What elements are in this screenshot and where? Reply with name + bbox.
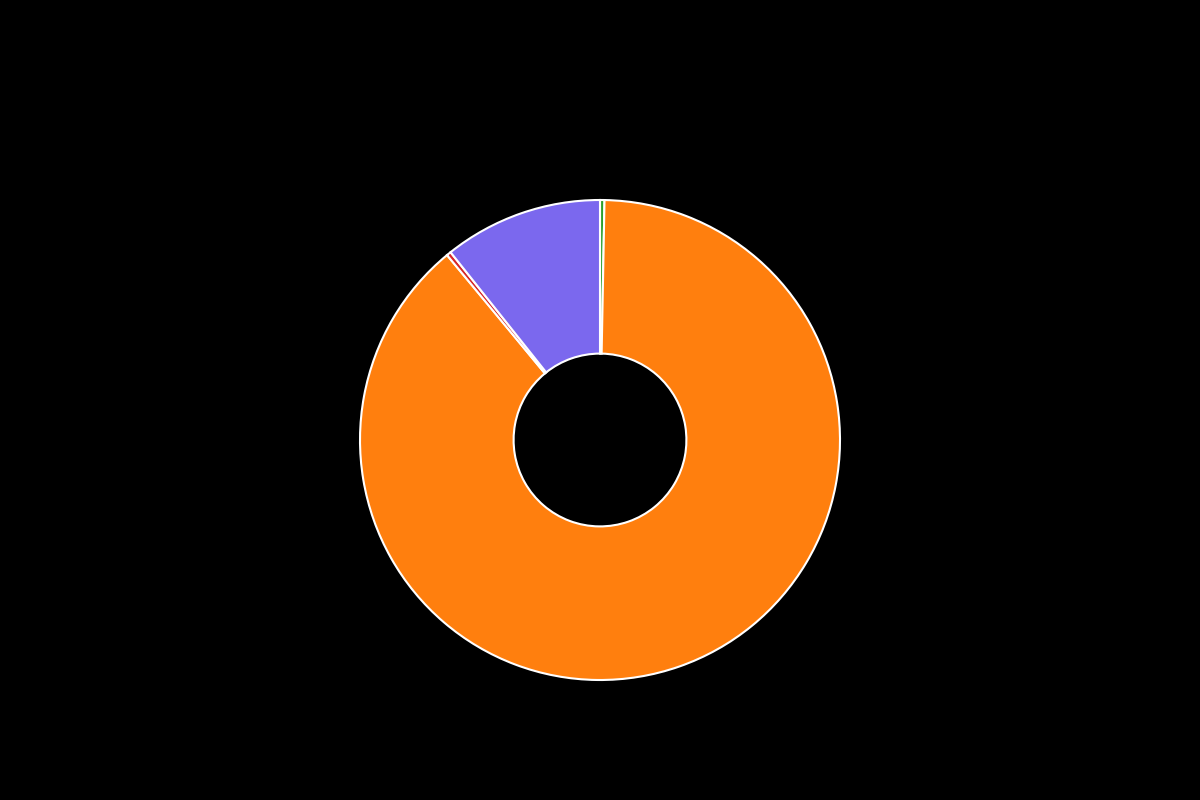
Wedge shape <box>448 252 546 374</box>
Wedge shape <box>600 200 605 354</box>
Wedge shape <box>450 200 600 373</box>
Wedge shape <box>360 200 840 680</box>
